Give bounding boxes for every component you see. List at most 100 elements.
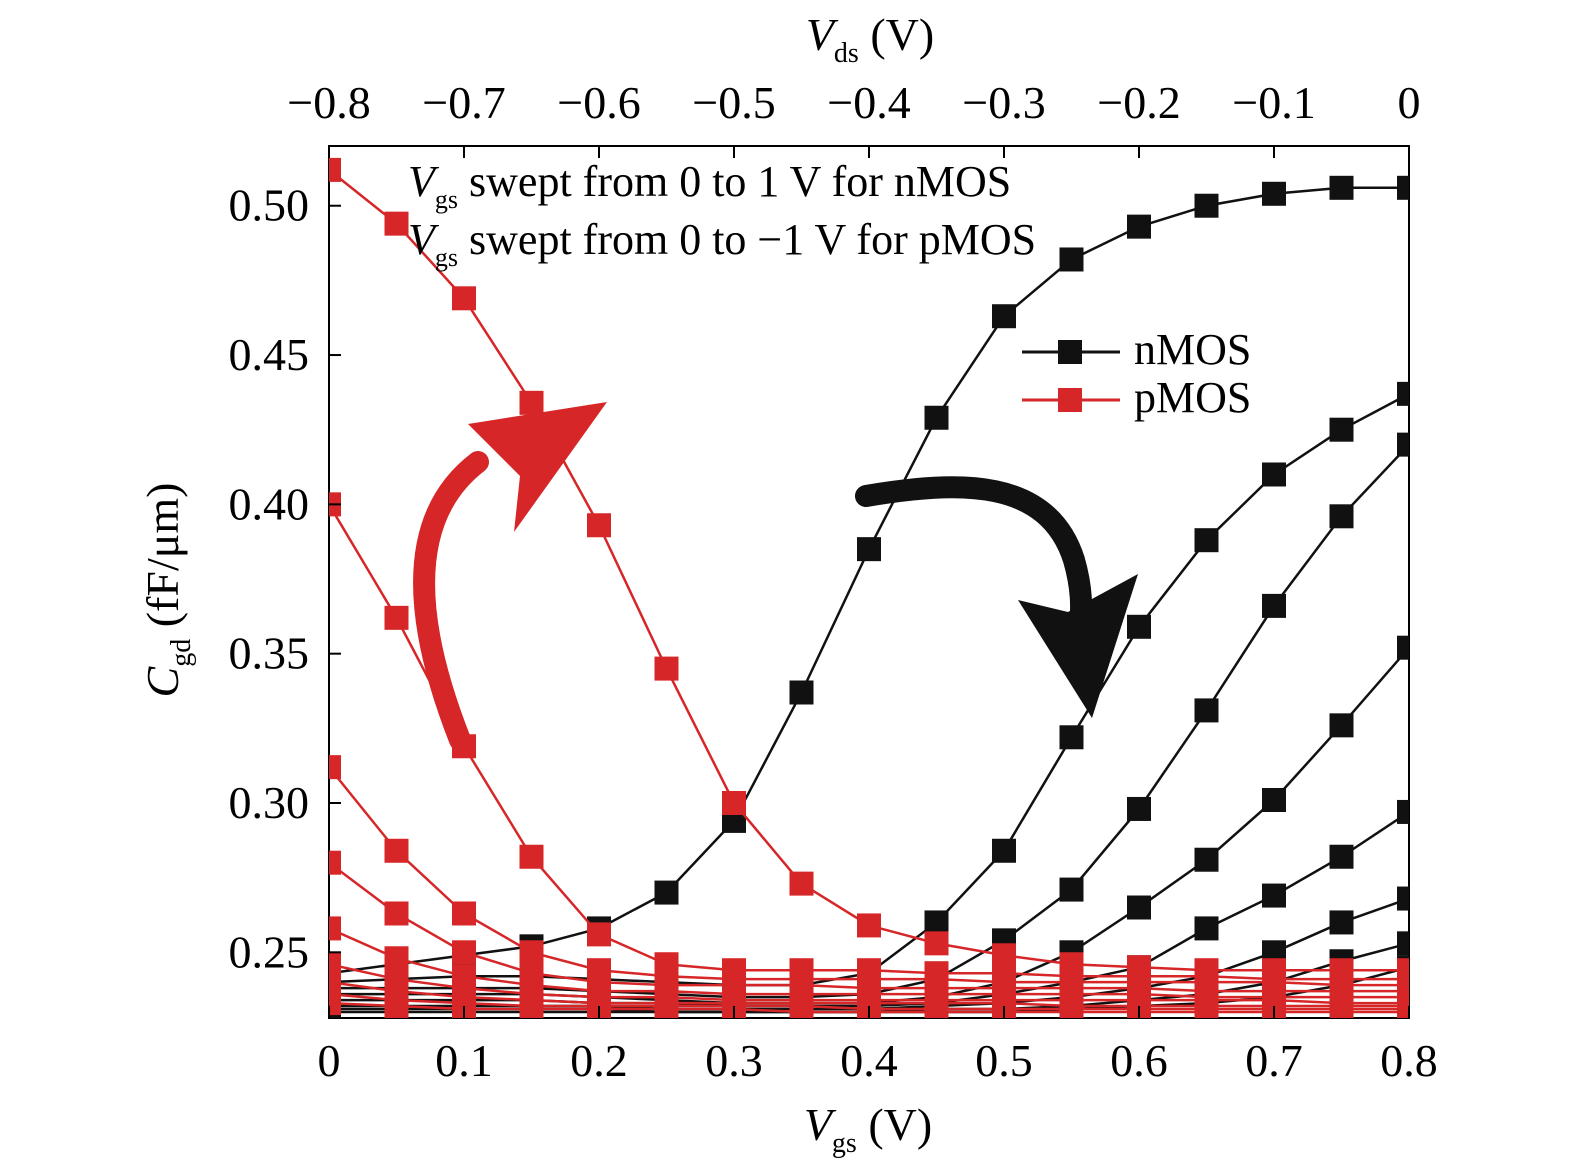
data-point bbox=[992, 838, 1016, 863]
data-point bbox=[1329, 713, 1354, 738]
data-point bbox=[329, 157, 341, 182]
data-point bbox=[1397, 381, 1409, 406]
data-point bbox=[1397, 799, 1409, 824]
top-tick-label: −0.8 bbox=[287, 77, 370, 128]
data-point bbox=[1194, 847, 1219, 872]
top-tick-label: 0 bbox=[1398, 77, 1421, 128]
data-point bbox=[519, 844, 544, 869]
data-point bbox=[1262, 788, 1286, 812]
data-point bbox=[1059, 1000, 1084, 1018]
data-point bbox=[857, 537, 881, 562]
data-point bbox=[1262, 462, 1286, 487]
data-point bbox=[329, 991, 341, 1016]
data-point bbox=[384, 838, 409, 863]
top-tick-label: −0.2 bbox=[1097, 77, 1180, 128]
data-point bbox=[654, 997, 679, 1018]
data-point bbox=[1194, 528, 1219, 553]
top-axis-label: Vds (V) bbox=[806, 9, 934, 69]
series-line bbox=[329, 392, 1409, 987]
x-tick-label: 0.1 bbox=[435, 1035, 493, 1086]
data-point bbox=[329, 755, 341, 780]
x-tick-label: 0.7 bbox=[1245, 1035, 1303, 1086]
data-point bbox=[1397, 931, 1409, 956]
data-point bbox=[329, 916, 341, 941]
x-tick-label: 0.8 bbox=[1380, 1035, 1438, 1086]
data-point bbox=[519, 997, 544, 1018]
data-point bbox=[1397, 635, 1409, 660]
data-point bbox=[1329, 1000, 1354, 1018]
y-axis-label: Cgd (fF/μm) bbox=[137, 483, 197, 698]
top-tick-label: −0.7 bbox=[422, 77, 505, 128]
series-nmos-0 bbox=[329, 175, 1409, 986]
series-line bbox=[329, 186, 1409, 975]
series-line bbox=[329, 168, 1409, 972]
black-arrow-shaft bbox=[855, 476, 1093, 639]
red-arrow-shaft bbox=[413, 451, 489, 751]
data-point bbox=[1059, 877, 1084, 902]
top-tick-label: −0.5 bbox=[692, 77, 775, 128]
data-point bbox=[1059, 725, 1084, 750]
data-point bbox=[384, 901, 409, 926]
data-point bbox=[789, 871, 814, 896]
data-point bbox=[1262, 593, 1286, 618]
data-point bbox=[1329, 844, 1354, 869]
data-point bbox=[654, 880, 679, 905]
series-line bbox=[329, 646, 1409, 1005]
black-trend-arrow bbox=[855, 476, 1138, 718]
y-tick-label: 0.50 bbox=[229, 180, 310, 231]
data-point bbox=[924, 910, 949, 935]
x-tick-label: 0.5 bbox=[975, 1035, 1033, 1086]
data-point bbox=[857, 913, 881, 938]
data-point bbox=[1397, 886, 1409, 911]
data-point bbox=[1329, 504, 1354, 529]
data-point bbox=[1127, 614, 1151, 639]
annotation-nmos: Vgs swept from 0 to 1 V for nMOS bbox=[408, 157, 1011, 214]
data-point bbox=[519, 940, 544, 965]
data-point bbox=[384, 946, 409, 971]
data-point bbox=[1397, 432, 1409, 457]
x-axis-label: Vgs (V) bbox=[804, 1099, 932, 1159]
data-point bbox=[452, 940, 476, 965]
x-tick-label: 0.3 bbox=[705, 1035, 763, 1086]
data-point bbox=[1127, 214, 1151, 239]
top-tick-label: −0.4 bbox=[827, 77, 910, 128]
x-tick-label: 0 bbox=[318, 1035, 341, 1086]
data-point bbox=[1194, 1000, 1219, 1018]
data-point bbox=[924, 1000, 949, 1018]
data-point bbox=[1059, 247, 1084, 272]
legend-marker-nmos bbox=[1058, 340, 1082, 364]
top-tick-label: −0.6 bbox=[557, 77, 640, 128]
data-point bbox=[1262, 883, 1286, 908]
y-tick-label: 0.45 bbox=[229, 329, 310, 380]
data-point bbox=[1262, 181, 1286, 206]
red-arrow-head bbox=[468, 402, 607, 532]
data-point bbox=[1329, 175, 1354, 200]
data-point bbox=[1329, 910, 1354, 935]
red-trend-arrow bbox=[413, 402, 607, 751]
plot-frame bbox=[328, 145, 1410, 1019]
top-tick-label: −0.1 bbox=[1232, 77, 1315, 128]
y-tick-label: 0.35 bbox=[229, 628, 310, 679]
data-point bbox=[924, 931, 949, 956]
data-point bbox=[1127, 796, 1151, 821]
top-tick-label: −0.3 bbox=[962, 77, 1045, 128]
series-pmos-8 bbox=[329, 157, 1409, 983]
y-tick-label: 0.25 bbox=[229, 926, 310, 977]
data-point bbox=[1329, 417, 1354, 442]
legend: nMOS pMOS bbox=[1022, 325, 1251, 422]
data-point bbox=[587, 513, 611, 538]
data-point bbox=[924, 405, 949, 430]
x-tick-label: 0.4 bbox=[840, 1035, 898, 1086]
data-point bbox=[789, 1000, 814, 1018]
data-point bbox=[329, 850, 341, 875]
legend-label-nmos: nMOS bbox=[1134, 325, 1251, 374]
data-point bbox=[452, 901, 476, 926]
data-point bbox=[384, 605, 409, 630]
x-tick-label: 0.6 bbox=[1110, 1035, 1168, 1086]
data-point bbox=[992, 304, 1016, 329]
data-point bbox=[1194, 193, 1219, 218]
legend-label-pmos: pMOS bbox=[1134, 373, 1251, 422]
data-point bbox=[452, 286, 476, 311]
x-tick-label: 0.2 bbox=[570, 1035, 628, 1086]
